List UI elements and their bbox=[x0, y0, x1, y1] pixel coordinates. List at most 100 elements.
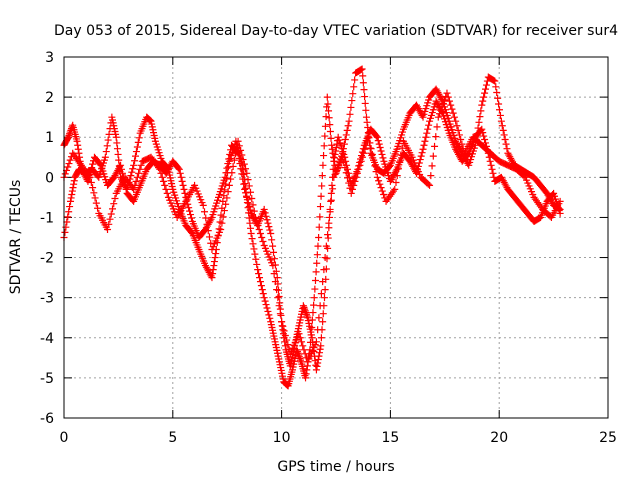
data-point bbox=[500, 131, 508, 139]
data-point bbox=[482, 85, 490, 93]
data-point bbox=[426, 181, 434, 189]
data-point bbox=[444, 93, 452, 101]
data-point bbox=[223, 164, 231, 172]
data-point bbox=[479, 129, 487, 137]
x-axis-label: GPS time / hours bbox=[277, 459, 394, 475]
data-point bbox=[181, 189, 189, 197]
x-tick-label: 5 bbox=[168, 430, 177, 446]
data-point bbox=[128, 168, 136, 176]
data-point bbox=[267, 229, 275, 237]
data-point bbox=[229, 162, 237, 170]
data-point bbox=[455, 131, 463, 139]
data-point bbox=[240, 180, 248, 188]
data-point bbox=[370, 156, 378, 164]
data-point bbox=[327, 197, 335, 205]
data-point bbox=[377, 147, 385, 155]
data-point bbox=[325, 107, 333, 115]
data-point bbox=[113, 139, 121, 147]
data-point bbox=[447, 101, 455, 109]
y-tick-label: -4 bbox=[40, 331, 54, 347]
data-point bbox=[104, 225, 112, 233]
data-point bbox=[301, 350, 309, 358]
data-point bbox=[497, 117, 505, 125]
data-point bbox=[68, 191, 76, 199]
data-point bbox=[179, 181, 187, 189]
data-point bbox=[217, 225, 225, 233]
data-point bbox=[443, 89, 451, 97]
data-point bbox=[319, 278, 327, 286]
data-point bbox=[199, 201, 207, 209]
data-point bbox=[107, 210, 115, 218]
data-point bbox=[361, 145, 369, 153]
data-point bbox=[391, 185, 399, 193]
data-point bbox=[376, 180, 384, 188]
data-point bbox=[316, 213, 324, 221]
data-point bbox=[393, 172, 401, 180]
data-point bbox=[424, 125, 432, 133]
data-point bbox=[315, 234, 323, 241]
data-point bbox=[122, 185, 130, 193]
data-point bbox=[556, 197, 564, 205]
data-point bbox=[458, 140, 466, 148]
data-point bbox=[218, 219, 226, 227]
data-point bbox=[137, 161, 145, 169]
data-point bbox=[320, 142, 328, 150]
data-point bbox=[330, 157, 338, 165]
data-point bbox=[132, 177, 140, 185]
data-point bbox=[211, 254, 219, 262]
y-tick-label: -6 bbox=[40, 411, 54, 427]
data-point bbox=[486, 157, 494, 165]
data-point bbox=[65, 160, 73, 168]
data-point bbox=[262, 212, 270, 220]
data-point bbox=[210, 262, 218, 270]
data-point bbox=[491, 77, 499, 85]
data-point bbox=[324, 234, 332, 242]
data-point bbox=[202, 214, 210, 222]
data-point bbox=[84, 177, 92, 185]
data-point bbox=[163, 189, 171, 197]
data-point bbox=[494, 94, 502, 102]
data-point bbox=[360, 86, 368, 94]
data-point bbox=[131, 157, 139, 165]
data-point bbox=[314, 242, 322, 250]
data-point bbox=[318, 182, 326, 190]
data-point bbox=[480, 93, 488, 101]
data-point bbox=[269, 242, 277, 250]
data-point bbox=[273, 286, 281, 294]
data-point bbox=[155, 164, 163, 172]
data-point bbox=[351, 177, 359, 185]
data-point bbox=[316, 302, 324, 310]
data-point bbox=[295, 353, 303, 361]
data-point bbox=[244, 199, 252, 207]
data-point bbox=[241, 185, 249, 193]
data-point bbox=[431, 142, 439, 150]
data-point bbox=[342, 131, 350, 139]
data-point bbox=[499, 126, 507, 134]
data-point bbox=[477, 107, 485, 115]
data-point bbox=[101, 153, 109, 161]
y-tick-label: -5 bbox=[40, 371, 54, 387]
data-point bbox=[65, 208, 73, 216]
data-point bbox=[376, 144, 384, 152]
data-point bbox=[312, 338, 320, 346]
data-point bbox=[319, 310, 327, 318]
data-point bbox=[301, 305, 309, 313]
data-point bbox=[482, 81, 490, 89]
data-point bbox=[162, 185, 170, 193]
data-point bbox=[503, 145, 511, 153]
data-point bbox=[327, 189, 335, 197]
data-point bbox=[248, 235, 256, 243]
data-point bbox=[248, 195, 256, 203]
data-point bbox=[324, 231, 332, 239]
data-point bbox=[331, 150, 339, 158]
data-point bbox=[316, 203, 324, 211]
data-point bbox=[64, 163, 72, 171]
x-tick-label: 20 bbox=[490, 430, 508, 446]
data-point bbox=[476, 113, 484, 121]
data-point bbox=[322, 113, 330, 121]
data-point bbox=[61, 228, 69, 236]
data-point bbox=[318, 172, 326, 180]
data-point bbox=[418, 149, 426, 157]
data-point bbox=[452, 117, 460, 125]
data-point bbox=[105, 220, 113, 228]
